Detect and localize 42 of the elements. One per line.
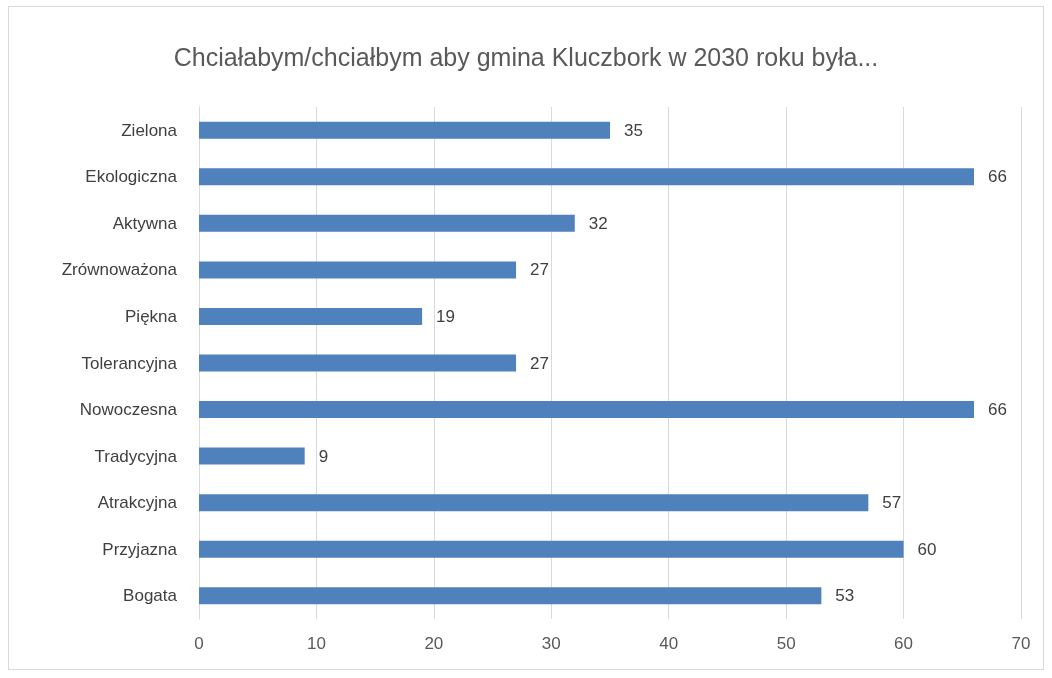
y-tick-label: Zrównoważona xyxy=(61,260,178,280)
x-tick-label: 60 xyxy=(894,634,914,653)
data-label: 32 xyxy=(588,213,608,233)
x-tick-label: 20 xyxy=(424,634,444,653)
chart-title: Chciałabym/chciałbym aby gmina Kluczbork w 2030 roku była... xyxy=(173,42,879,71)
bar xyxy=(199,307,423,325)
data-label: 66 xyxy=(988,400,1007,420)
data-label: 19 xyxy=(436,306,456,326)
data-label: 57 xyxy=(882,493,902,513)
bar xyxy=(199,354,517,372)
y-tick-label: Zielona xyxy=(121,120,178,140)
x-tick-label: 40 xyxy=(659,634,679,653)
y-tick-label: Aktywna xyxy=(112,213,178,233)
data-label: 9 xyxy=(318,446,329,466)
bar xyxy=(199,494,869,512)
y-tick-label: Tradycyjna xyxy=(94,446,178,466)
x-tick-label: 70 xyxy=(1011,634,1031,653)
bar xyxy=(199,587,822,605)
data-label: 27 xyxy=(530,260,549,280)
bar xyxy=(199,540,904,558)
data-label: 53 xyxy=(835,586,855,606)
bar xyxy=(199,261,517,279)
data-label: 66 xyxy=(988,167,1007,187)
y-tick-label: Bogata xyxy=(123,586,178,606)
data-label: 27 xyxy=(530,353,549,373)
data-label: 35 xyxy=(624,120,643,140)
x-tick-label: 50 xyxy=(776,634,796,653)
bar xyxy=(199,121,610,139)
x-tick-label: 30 xyxy=(541,634,561,653)
y-tick-label: Nowoczesna xyxy=(79,400,178,420)
bar xyxy=(199,168,975,186)
x-tick-label: 0 xyxy=(194,634,204,653)
y-tick-label: Przyjazna xyxy=(102,539,178,559)
y-tick-label: Ekologiczna xyxy=(85,167,178,187)
bar xyxy=(199,447,305,465)
data-label: 60 xyxy=(917,539,937,559)
y-tick-label: Atrakcyjna xyxy=(97,493,178,513)
bar xyxy=(199,401,975,419)
x-tick-label: 10 xyxy=(306,634,326,653)
y-tick-label: Tolerancyjna xyxy=(81,353,178,373)
y-tick-label: Piękna xyxy=(125,306,178,326)
bar xyxy=(199,214,575,232)
